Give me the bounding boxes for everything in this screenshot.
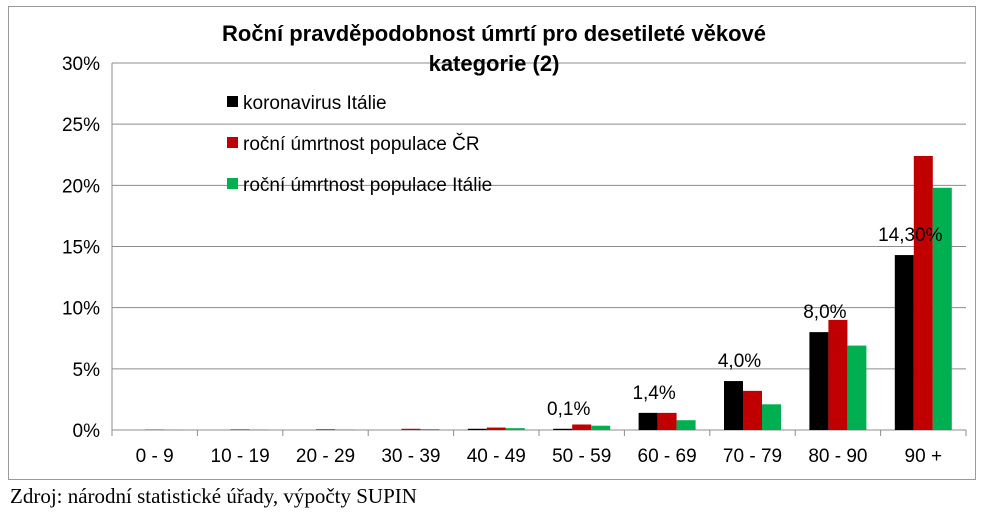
bar-3 bbox=[932, 187, 952, 430]
x-tick-label: 20 - 29 bbox=[296, 446, 355, 467]
y-tick-label: 10% bbox=[62, 299, 100, 320]
y-tick-label: 15% bbox=[62, 238, 100, 259]
chart-title-line-2: kategorie (2) bbox=[429, 51, 560, 76]
bar-2 bbox=[572, 424, 592, 430]
data-label: 4,0% bbox=[718, 351, 761, 372]
x-tick-label: 0 - 9 bbox=[136, 446, 174, 467]
legend-label-1: koronavirus Itálie bbox=[243, 93, 387, 114]
legend-swatch-3 bbox=[227, 178, 238, 189]
bar-2 bbox=[486, 427, 506, 430]
bar-3 bbox=[762, 404, 781, 430]
y-tick-label: 0% bbox=[73, 421, 101, 442]
bar-2 bbox=[316, 429, 335, 430]
x-tick-label: 40 - 49 bbox=[467, 446, 526, 467]
bar-2 bbox=[913, 155, 933, 430]
x-tick-label: 30 - 39 bbox=[381, 446, 440, 467]
bar-2 bbox=[401, 428, 421, 430]
data-label: 0,1% bbox=[547, 399, 590, 420]
y-tick-label: 5% bbox=[73, 360, 101, 381]
bar-chart: 0% 5% 10% 15% 20% 25% 30% 0 - 9 10 - 19 20 - 29 30… bbox=[62, 21, 967, 467]
bar-3 bbox=[420, 429, 440, 430]
bar-3 bbox=[591, 425, 611, 430]
data-label: 14,30% bbox=[878, 225, 943, 246]
bar-3 bbox=[847, 345, 867, 430]
bar-2 bbox=[230, 429, 250, 430]
bar-1 bbox=[553, 428, 573, 430]
x-tick-label: 90 + bbox=[905, 446, 943, 467]
bar-2 bbox=[743, 390, 762, 430]
bar-1 bbox=[467, 428, 487, 430]
legend-label-3: roční úmrtnost populace Itálie bbox=[243, 175, 492, 196]
data-label: 8,0% bbox=[803, 302, 846, 323]
y-tick-label: 30% bbox=[62, 54, 100, 75]
x-tick-label: 70 - 79 bbox=[723, 446, 782, 467]
bar-1 bbox=[809, 332, 829, 430]
x-tick-label: 80 - 90 bbox=[808, 446, 867, 467]
bar-3 bbox=[676, 420, 696, 430]
bar-2 bbox=[828, 319, 848, 430]
bar-1 bbox=[638, 412, 658, 430]
legend-swatch-1 bbox=[227, 96, 238, 107]
x-tick-label: 10 - 19 bbox=[211, 446, 270, 467]
y-tick-label: 20% bbox=[62, 176, 100, 197]
bar-1 bbox=[724, 381, 743, 430]
x-tick-label: 60 - 69 bbox=[638, 446, 697, 467]
y-tick-label: 25% bbox=[62, 115, 100, 136]
bar-2 bbox=[657, 412, 677, 430]
legend-swatch-2 bbox=[227, 137, 238, 148]
bar-1 bbox=[894, 255, 914, 430]
data-label: 1,4% bbox=[632, 383, 675, 404]
bar-3 bbox=[505, 428, 525, 430]
source-note: Zdroj: národní statistické úřady, výpočt… bbox=[10, 484, 417, 508]
chart-container: 0% 5% 10% 15% 20% 25% 30% 0 - 9 10 - 19 20 - 29 30… bbox=[8, 6, 976, 480]
chart-title-line-1: Roční pravděpodobnost úmrtí pro desetile… bbox=[222, 21, 766, 46]
x-tick-label: 50 - 59 bbox=[552, 446, 611, 467]
legend-label-2: roční úmrtnost populace ČR bbox=[243, 133, 480, 155]
